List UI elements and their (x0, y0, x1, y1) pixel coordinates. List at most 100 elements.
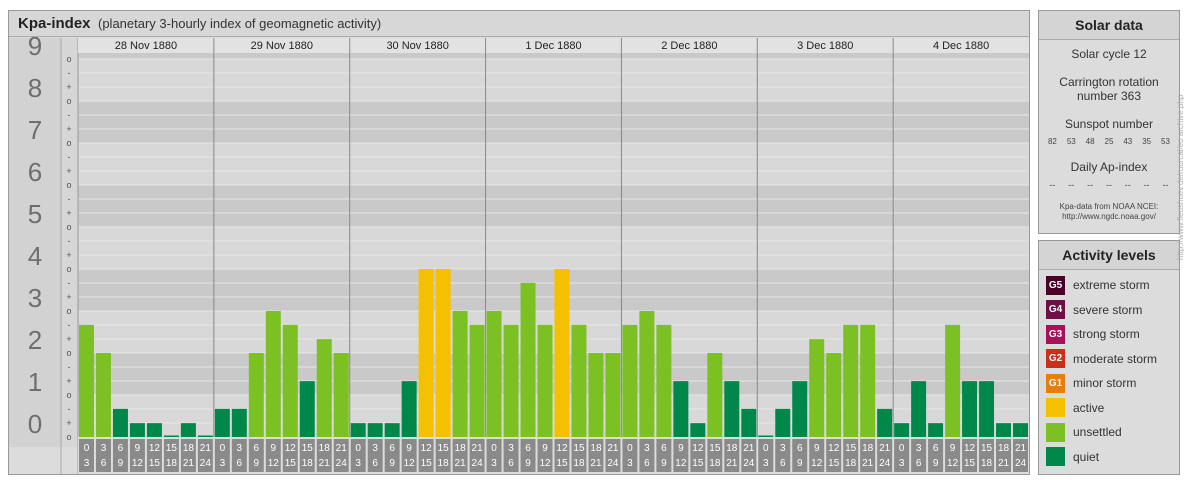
ap-value: -- (1124, 180, 1131, 190)
chart-subtitle: (planetary 3-hourly index of geomagnetic… (98, 16, 382, 31)
interval-start-label: 3 (508, 443, 514, 454)
sub-tick-label: + (66, 82, 71, 92)
interval-end-label: 9 (797, 458, 803, 469)
interval-start-label: 12 (149, 443, 161, 454)
kp-bar (214, 408, 230, 437)
legend-swatch (1046, 398, 1065, 418)
interval-start-label: 12 (556, 443, 568, 454)
legend-swatch: G3 (1046, 324, 1065, 344)
kp-bar (741, 408, 757, 437)
interval-cell (826, 439, 842, 472)
interval-cell (248, 439, 264, 472)
kp-bar (554, 269, 570, 437)
interval-cell (129, 439, 145, 472)
interval-start-label: 9 (135, 443, 141, 454)
interval-end-label: 3 (491, 458, 497, 469)
kp-bar (469, 324, 485, 437)
sub-tick-label: + (66, 250, 71, 260)
interval-cell (163, 439, 179, 472)
interval-end-label: 6 (372, 458, 378, 469)
legend-label: severe storm (1073, 302, 1143, 317)
legend-item: G5 extreme storm (1039, 273, 1179, 298)
interval-cell (911, 439, 927, 472)
sub-tick-label: o (66, 138, 71, 148)
interval-cell (197, 439, 213, 472)
y-tick-label: 1 (28, 367, 42, 397)
ap-label: Daily Ap-index (1070, 160, 1148, 174)
ap-value: -- (1068, 180, 1075, 190)
kp-bar (95, 353, 111, 437)
interval-start-label: 3 (372, 443, 378, 454)
kp-bar (979, 381, 995, 437)
interval-start-label: 6 (118, 443, 124, 454)
sub-tick-label: - (68, 236, 71, 246)
sub-tick-label: + (66, 208, 71, 218)
kp-bar (452, 311, 468, 437)
interval-start-label: 12 (285, 443, 297, 454)
kp-bar (79, 324, 94, 437)
kp-bar (197, 435, 213, 437)
kp-bar (707, 353, 723, 437)
interval-cell (79, 439, 94, 472)
ap-values: -- -- -- -- -- -- -- (1039, 180, 1179, 190)
interval-end-label: 24 (607, 458, 619, 469)
sub-tick-label: - (68, 404, 71, 414)
interval-cell (1013, 439, 1028, 472)
legend-label: moderate storm (1073, 351, 1158, 366)
interval-start-label: 9 (678, 443, 684, 454)
interval-start-label: 21 (200, 443, 212, 454)
interval-end-label: 24 (200, 458, 212, 469)
interval-end-label: 12 (539, 458, 551, 469)
interval-start-label: 18 (455, 443, 467, 454)
y-axis-column (9, 38, 61, 447)
interval-cell (180, 439, 196, 472)
interval-cell (860, 439, 876, 472)
sub-tick-label: - (68, 278, 71, 288)
interval-cell (469, 439, 485, 472)
interval-cell (945, 439, 961, 472)
sub-tick-label: - (68, 152, 71, 162)
day-label: 30 Nov 1880 (386, 40, 448, 52)
interval-start-label: 12 (964, 443, 976, 454)
interval-end-label: 21 (319, 458, 331, 469)
legend-label: extreme storm (1073, 278, 1150, 293)
kp-bar (724, 381, 740, 437)
interval-start-label: 3 (237, 443, 243, 454)
legend-item: quiet (1039, 445, 1179, 470)
interval-end-label: 18 (302, 458, 314, 469)
sub-tick-label: o (66, 222, 71, 232)
interval-start-label: 9 (814, 443, 820, 454)
kp-bar (826, 353, 842, 437)
kp-bar (112, 408, 128, 437)
interval-end-label: 12 (947, 458, 959, 469)
sunspot-value: 48 (1085, 137, 1095, 146)
sub-tick-label: + (66, 334, 71, 344)
interval-start-label: 15 (709, 443, 721, 454)
sub-tick-label: - (68, 362, 71, 372)
interval-cell (724, 439, 740, 472)
interval-end-label: 21 (726, 458, 738, 469)
day-label: 28 Nov 1880 (115, 40, 177, 52)
kp-bar (911, 381, 927, 437)
interval-start-label: 0 (763, 443, 769, 454)
y-tick-label: 4 (28, 241, 42, 271)
interval-start-label: 15 (438, 443, 450, 454)
credit-link[interactable]: http://www.ngdc.noaa.gov/ (1062, 212, 1156, 221)
day-label: 4 Dec 1880 (933, 40, 989, 52)
interval-end-label: 18 (438, 458, 450, 469)
legend-swatch: G1 (1046, 373, 1065, 393)
kp-bar (129, 423, 145, 437)
interval-end-label: 12 (268, 458, 280, 469)
interval-cell (741, 439, 757, 472)
y-tick-label: 0 (28, 409, 42, 439)
kp-bar (163, 435, 179, 437)
interval-cell (571, 439, 587, 472)
interval-start-label: 15 (166, 443, 178, 454)
chart-title: Kpa-index (18, 15, 91, 32)
kp-bar (1013, 423, 1028, 437)
sub-tick-label: - (68, 194, 71, 204)
interval-cell (690, 439, 706, 472)
interval-end-label: 12 (404, 458, 416, 469)
interval-cell (265, 439, 281, 472)
kp-bar (877, 408, 893, 437)
